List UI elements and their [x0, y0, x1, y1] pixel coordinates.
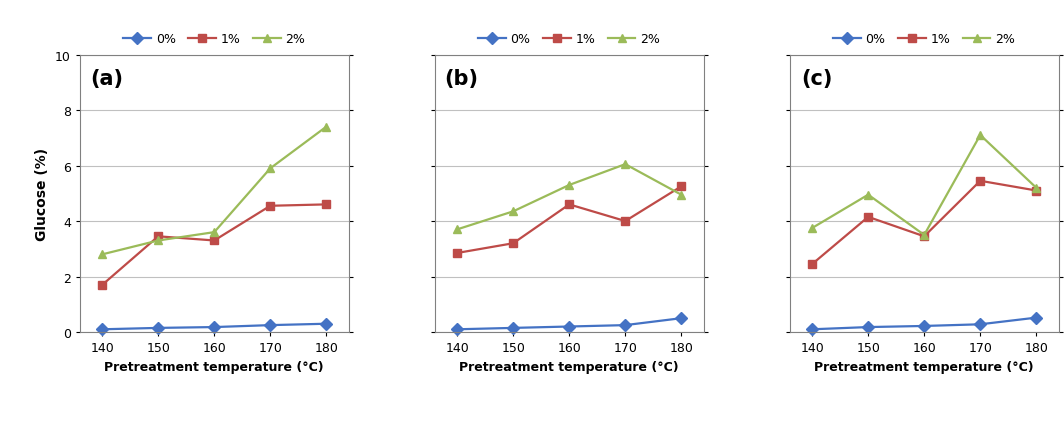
Legend: 0%, 1%, 2%: 0%, 1%, 2% [833, 33, 1015, 46]
X-axis label: Pretreatment temperature (°C): Pretreatment temperature (°C) [104, 360, 325, 373]
Text: (a): (a) [90, 69, 123, 89]
Legend: 0%, 1%, 2%: 0%, 1%, 2% [123, 33, 305, 46]
Text: (c): (c) [801, 69, 832, 89]
Text: (b): (b) [445, 69, 479, 89]
X-axis label: Pretreatment temperature (°C): Pretreatment temperature (°C) [814, 360, 1034, 373]
X-axis label: Pretreatment temperature (°C): Pretreatment temperature (°C) [460, 360, 679, 373]
Y-axis label: Glucose (%): Glucose (%) [35, 147, 49, 240]
Legend: 0%, 1%, 2%: 0%, 1%, 2% [478, 33, 661, 46]
